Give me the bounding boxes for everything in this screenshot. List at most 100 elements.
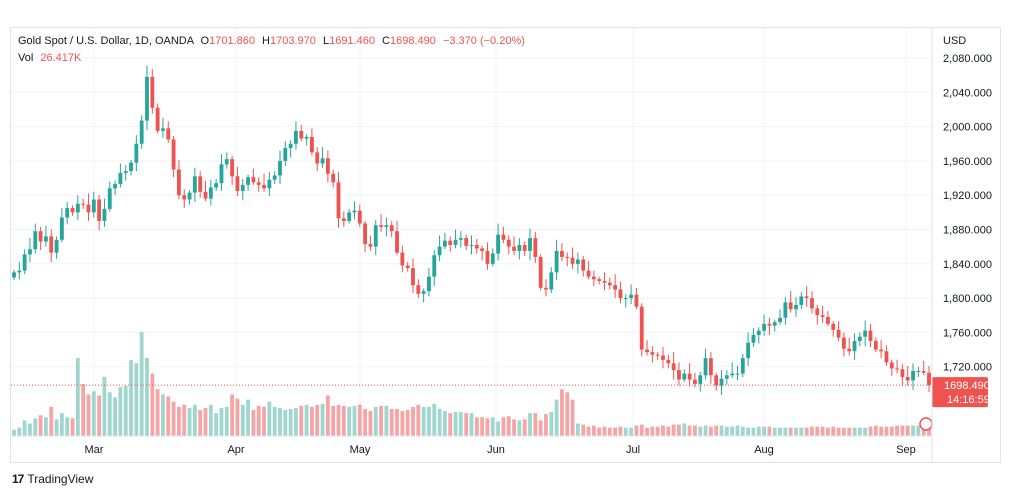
candle[interactable] <box>794 304 798 310</box>
candle[interactable] <box>469 244 474 246</box>
candle[interactable] <box>176 169 181 196</box>
candle[interactable] <box>309 136 314 153</box>
candle[interactable] <box>145 76 149 121</box>
candle[interactable] <box>17 270 22 273</box>
candle[interactable] <box>772 322 777 326</box>
candle[interactable] <box>900 369 905 377</box>
candle[interactable] <box>496 234 501 254</box>
candle[interactable] <box>810 298 814 309</box>
candle[interactable] <box>400 252 405 266</box>
candle[interactable] <box>693 379 697 384</box>
candle[interactable] <box>560 250 564 257</box>
candle[interactable] <box>294 130 298 144</box>
candle[interactable] <box>570 257 575 264</box>
candle[interactable] <box>421 291 426 294</box>
candle[interactable] <box>730 373 735 376</box>
candle[interactable] <box>533 238 538 257</box>
candle[interactable] <box>442 240 447 247</box>
candle[interactable] <box>49 236 54 253</box>
candle[interactable] <box>150 76 155 108</box>
candle[interactable] <box>927 372 931 386</box>
candle[interactable] <box>666 359 671 364</box>
candle[interactable] <box>283 148 288 161</box>
candle[interactable] <box>826 316 830 324</box>
candle[interactable] <box>708 358 713 376</box>
candle[interactable] <box>432 255 437 277</box>
candle[interactable] <box>485 250 490 264</box>
candle[interactable] <box>448 240 453 245</box>
candle[interactable] <box>118 172 123 185</box>
candle[interactable] <box>549 272 554 290</box>
candle[interactable] <box>411 268 415 286</box>
candle[interactable] <box>490 253 495 264</box>
candle[interactable] <box>538 256 543 288</box>
candle[interactable] <box>889 362 894 369</box>
candle[interactable] <box>357 210 362 224</box>
candle[interactable] <box>91 199 96 213</box>
candle[interactable] <box>182 195 187 200</box>
candle[interactable] <box>28 249 32 255</box>
candle[interactable] <box>267 179 272 189</box>
candle[interactable] <box>645 349 649 353</box>
candle[interactable] <box>921 370 926 373</box>
candle[interactable] <box>799 296 804 305</box>
candle[interactable] <box>65 208 70 218</box>
candle[interactable] <box>597 279 602 281</box>
candle[interactable] <box>240 184 245 191</box>
candle[interactable] <box>602 280 607 283</box>
candle[interactable] <box>59 217 64 240</box>
candle[interactable] <box>623 298 628 300</box>
candle[interactable] <box>804 296 809 299</box>
candle[interactable] <box>586 270 591 277</box>
candle[interactable] <box>389 225 394 232</box>
candle[interactable] <box>879 349 884 352</box>
candle[interactable] <box>756 330 761 335</box>
candle[interactable] <box>129 162 133 172</box>
candle[interactable] <box>405 265 410 269</box>
candle[interactable] <box>671 363 676 371</box>
candle[interactable] <box>778 317 782 323</box>
candle[interactable] <box>416 285 421 294</box>
candle[interactable] <box>575 259 580 264</box>
candle[interactable] <box>528 238 532 251</box>
candle[interactable] <box>341 218 346 221</box>
candle[interactable] <box>123 171 128 173</box>
candle[interactable] <box>44 236 48 242</box>
candle[interactable] <box>192 176 197 193</box>
candle[interactable] <box>565 256 570 258</box>
candle[interactable] <box>682 373 687 380</box>
candle[interactable] <box>368 244 373 247</box>
candle[interactable] <box>506 239 511 247</box>
candle[interactable] <box>629 294 634 299</box>
candle[interactable] <box>379 225 383 227</box>
candle[interactable] <box>873 340 878 350</box>
candle[interactable] <box>895 368 899 370</box>
candle[interactable] <box>474 244 479 249</box>
candle[interactable] <box>70 208 75 213</box>
candle[interactable] <box>107 188 112 209</box>
candle[interactable] <box>288 143 293 149</box>
candle[interactable] <box>661 355 665 360</box>
candle[interactable] <box>187 192 192 200</box>
candle[interactable] <box>299 130 304 139</box>
candle[interactable] <box>788 302 793 310</box>
candle[interactable] <box>841 337 846 349</box>
candle[interactable] <box>256 182 261 185</box>
candle[interactable] <box>767 323 772 326</box>
candle[interactable] <box>852 340 857 352</box>
candle[interactable] <box>554 250 559 273</box>
candle[interactable] <box>719 378 724 386</box>
candle[interactable] <box>320 158 325 164</box>
candle[interactable] <box>278 160 282 176</box>
candle[interactable] <box>97 199 102 221</box>
candle[interactable] <box>677 370 681 380</box>
candle[interactable] <box>857 336 862 341</box>
candle[interactable] <box>198 176 203 192</box>
candle[interactable] <box>517 244 522 251</box>
candle[interactable] <box>820 315 825 317</box>
candle[interactable] <box>847 348 852 352</box>
candle[interactable] <box>522 244 527 251</box>
legend-symbol[interactable]: Gold Spot / U.S. Dollar, 1D, OANDA <box>18 35 194 47</box>
candle[interactable] <box>384 225 389 227</box>
candle[interactable] <box>735 373 740 375</box>
